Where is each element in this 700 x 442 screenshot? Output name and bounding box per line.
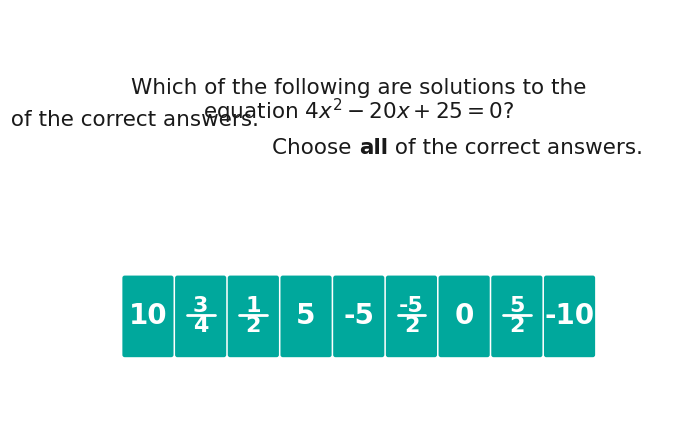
Text: Which of the following are solutions to the: Which of the following are solutions to …	[131, 78, 587, 98]
Text: of the correct answers.: of the correct answers.	[4, 110, 259, 130]
Text: 4: 4	[193, 316, 209, 336]
FancyBboxPatch shape	[281, 275, 332, 357]
FancyBboxPatch shape	[386, 275, 437, 357]
Text: Choose: Choose	[272, 138, 358, 158]
FancyBboxPatch shape	[122, 275, 174, 357]
Text: 10: 10	[129, 302, 167, 330]
Text: -10: -10	[545, 302, 594, 330]
Text: 1: 1	[246, 296, 261, 316]
FancyBboxPatch shape	[333, 275, 384, 357]
Text: 0: 0	[454, 302, 474, 330]
Text: -5: -5	[399, 296, 423, 316]
Text: 2: 2	[246, 316, 261, 336]
FancyBboxPatch shape	[439, 275, 490, 357]
Text: equation $4x^2 - 20x + 25 = 0$?: equation $4x^2 - 20x + 25 = 0$?	[203, 97, 514, 126]
FancyBboxPatch shape	[544, 275, 595, 357]
Text: 5: 5	[509, 296, 524, 316]
Text: 3: 3	[193, 296, 209, 316]
Text: 5: 5	[296, 302, 316, 330]
Text: all: all	[358, 138, 388, 158]
Text: 2: 2	[404, 316, 419, 336]
Text: -5: -5	[343, 302, 374, 330]
Text: 2: 2	[509, 316, 524, 336]
FancyBboxPatch shape	[175, 275, 226, 357]
Text: of the correct answers.: of the correct answers.	[388, 138, 643, 158]
FancyBboxPatch shape	[228, 275, 279, 357]
FancyBboxPatch shape	[491, 275, 542, 357]
